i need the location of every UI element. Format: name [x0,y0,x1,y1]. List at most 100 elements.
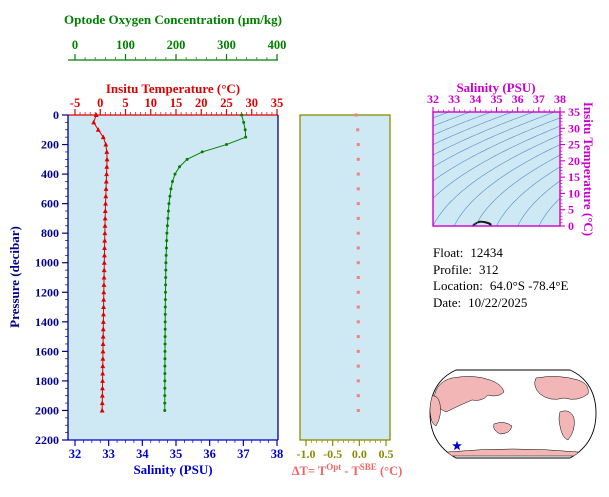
temperature-marker [100,378,105,383]
info-line-location: Location: 64.0°S -78.4°E [433,278,569,293]
tick-label: 25 [568,138,580,152]
temperature-marker [101,267,107,273]
temperature-marker [95,127,101,132]
tick-label: 0 [53,108,59,122]
oxygen-marker [164,276,168,279]
temperature-marker [100,348,106,354]
oxygen-marker [163,327,167,331]
temperature-marker [101,282,107,287]
delta-marker [356,246,360,250]
continent [430,395,441,427]
oxygen-marker [163,386,167,390]
tick-label: 36 [203,447,216,461]
isopycnal-line [433,112,450,119]
tick-label: 34 [136,447,149,461]
temperature-marker [100,326,106,332]
delta-marker [356,157,360,161]
temperature-marker [99,400,105,406]
tick-label: 1400 [35,315,59,329]
oxygen-marker [163,312,167,316]
tick-label: 33 [102,447,115,461]
tick-label: 200 [41,138,59,152]
temperature-marker [100,333,106,339]
ts-point [480,220,483,223]
oxygen-marker [163,408,167,412]
tick-label: 300 [217,38,236,52]
tick-label: 0.0 [352,447,367,461]
tick-label: 0 [568,219,574,233]
isopycnal-contours [433,112,560,226]
oxygen-marker [163,342,167,346]
temperature-marker [101,274,107,280]
temperature-marker [101,296,107,302]
info-line-date: Date: 10/22/2025 [433,294,528,310]
isopycnal-line [433,112,556,168]
info-line-float: Float: 12434 [433,245,503,260]
temperature-marker [101,289,107,295]
temperature-marker [99,392,105,398]
tick-label: 200 [167,38,186,52]
oxygen-marker [240,113,244,117]
oxygen-marker [163,357,167,361]
temperature-marker [103,178,109,184]
temperature-marker [100,385,105,391]
temperature-marker [104,149,110,154]
oxygen-marker [163,394,167,398]
temperature-marker [102,245,107,250]
temperature-marker [104,156,110,162]
temperature-marker [93,112,99,117]
tick-label: 5 [122,96,128,110]
tick-label: 600 [41,197,59,211]
delta-marker [356,364,360,368]
temperature-marker [100,356,106,361]
temperature-marker [100,341,106,346]
isopycnal-line [433,134,560,226]
temperature-axis-title: Insitu Temperature (°C) [105,81,241,96]
oxygen-marker [163,335,167,339]
tick-label: 100 [116,38,135,52]
temperature-marker [102,208,108,214]
oxygen-marker [164,268,168,272]
isopycnal-line [453,144,560,226]
ts-point [489,223,492,226]
oxygen-marker [244,135,248,139]
temperature-marker [101,260,107,265]
tick-label: 35 [271,96,284,110]
tick-label: 10 [145,96,158,110]
tick-label: 37 [237,447,250,461]
oxygen-marker [164,283,168,287]
tick-label: 0 [97,96,103,110]
oxygen-marker [167,202,171,206]
oxygen-marker [166,209,170,213]
delta-marker [356,216,360,220]
oxygen-marker [170,179,174,183]
oxygen-marker [168,194,172,198]
oxygen-marker [185,157,189,161]
oxygen-marker [169,187,173,191]
delta-marker [356,290,360,294]
oxygen-marker [165,224,169,228]
isopycnal-line [517,180,560,226]
isopycnal-line [538,198,560,226]
isopycnal-line [433,112,535,156]
world-map [429,369,597,459]
oxygen-marker [163,298,167,302]
temperature-marker [104,164,110,169]
info-line-profile: Profile: 312 [433,261,499,277]
temperature-marker [102,215,108,221]
tick-label: 30 [568,121,580,135]
delta-marker [356,335,360,339]
oxygen-marker [165,231,169,235]
temperature-marker [102,252,107,258]
oxygen-marker [163,305,167,309]
tick-label: 34 [469,92,481,106]
oxygen-axis-title: Optode Oxygen Concentration (μm/kg) [64,12,282,27]
tick-label: 10 [568,186,580,200]
oxygen-marker [173,172,177,176]
delta-plot-area [299,114,391,441]
tick-label: 33 [448,92,460,106]
continent [493,422,513,435]
oxygen-marker [163,379,167,383]
temperature-marker [103,193,109,199]
